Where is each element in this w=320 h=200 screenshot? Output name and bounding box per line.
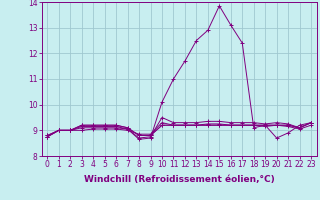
X-axis label: Windchill (Refroidissement éolien,°C): Windchill (Refroidissement éolien,°C) bbox=[84, 175, 275, 184]
